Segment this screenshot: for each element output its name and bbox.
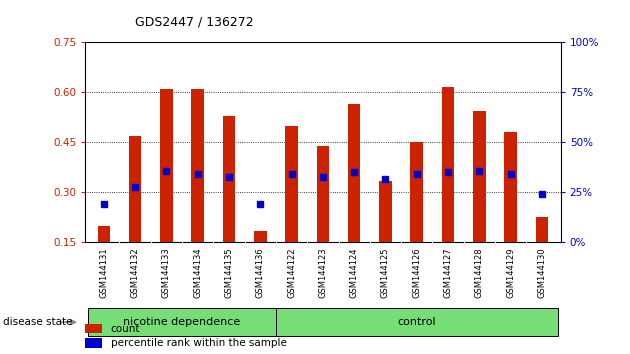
Text: percentile rank within the sample: percentile rank within the sample [111,338,287,348]
Text: GSM144131: GSM144131 [100,247,108,298]
Text: count: count [111,324,140,333]
Text: GSM144123: GSM144123 [318,247,328,298]
Bar [348,104,360,242]
Text: GSM144128: GSM144128 [475,247,484,298]
Text: GSM144135: GSM144135 [224,247,234,298]
Bar [285,126,298,242]
Text: GSM144124: GSM144124 [350,247,358,298]
Text: GSM144125: GSM144125 [381,247,390,298]
Text: nicotine dependence: nicotine dependence [123,316,241,326]
Text: GSM144132: GSM144132 [130,247,140,298]
Bar [85,338,102,348]
Bar [88,308,276,336]
Text: control: control [398,316,436,326]
Text: GSM144136: GSM144136 [256,247,265,298]
Bar [505,132,517,242]
Text: GSM144129: GSM144129 [506,247,515,298]
Text: GSM144133: GSM144133 [162,247,171,298]
Text: GDS2447 / 136272: GDS2447 / 136272 [135,15,254,28]
Bar [379,181,392,242]
Bar [442,87,454,242]
Bar [276,308,558,336]
Bar [192,89,204,242]
Bar [160,89,173,242]
Bar [223,116,235,242]
Text: GSM144130: GSM144130 [537,247,546,298]
Bar [254,231,266,242]
Text: disease state: disease state [3,317,72,327]
Text: GSM144122: GSM144122 [287,247,296,298]
Bar [85,324,102,333]
Bar [411,142,423,242]
Bar [473,111,486,242]
Bar [317,146,329,242]
Text: GSM144134: GSM144134 [193,247,202,298]
Bar [129,136,141,242]
Bar [536,217,548,242]
Text: GSM144127: GSM144127 [444,247,452,298]
Bar [98,226,110,242]
Text: GSM144126: GSM144126 [412,247,421,298]
